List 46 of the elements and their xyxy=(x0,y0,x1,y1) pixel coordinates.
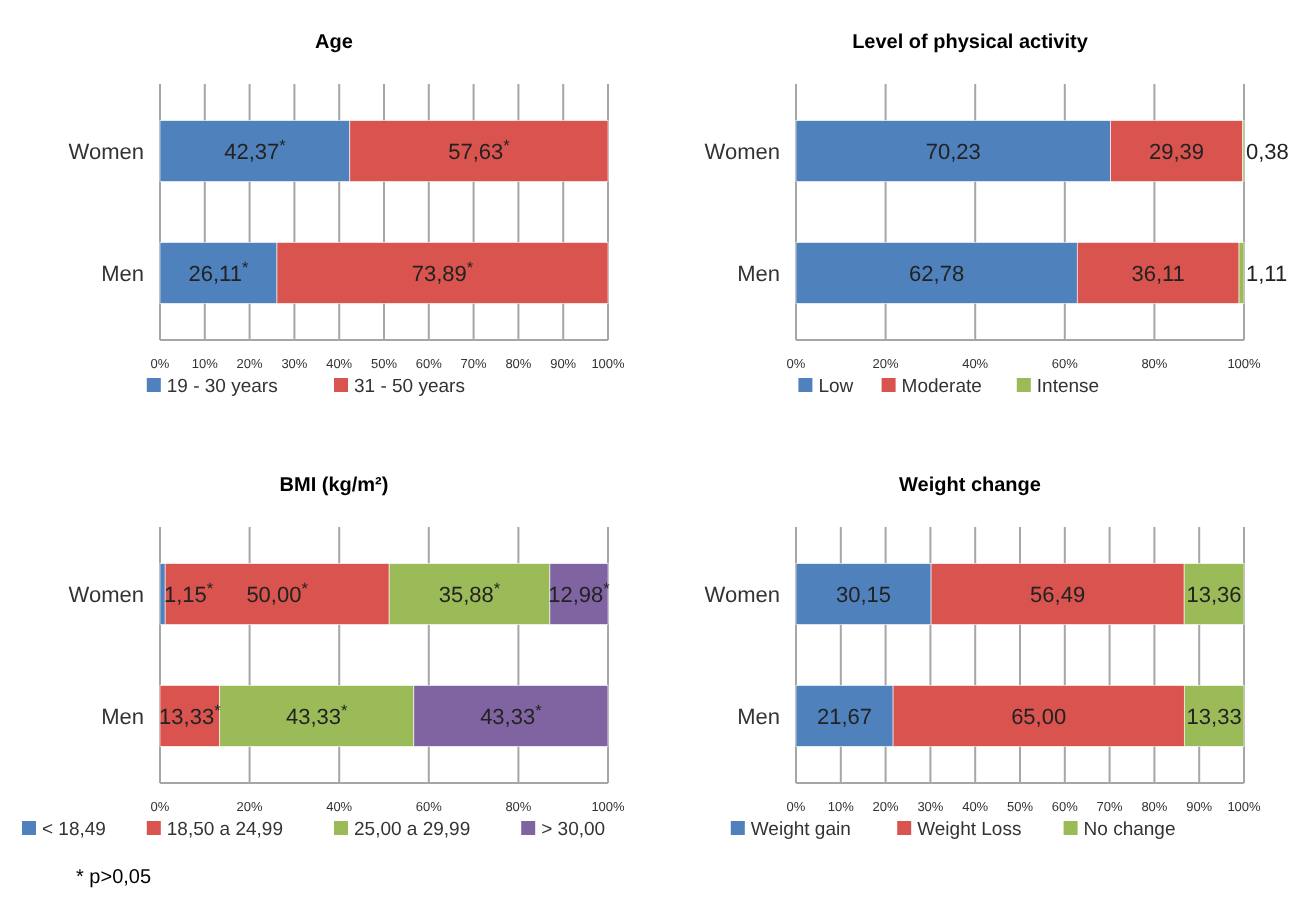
data-label: 42,37$^{*}$ xyxy=(224,136,288,166)
y-tick-label: Men xyxy=(101,705,144,730)
y-tick-label: Women xyxy=(704,584,780,609)
legend-label: < 18,49 xyxy=(42,819,106,841)
data-label: 1,11 xyxy=(1246,262,1288,287)
legend-label: 19 - 30 years xyxy=(166,376,279,398)
data-label: 50,00$^{*}$ xyxy=(246,579,310,609)
legend-label: Low xyxy=(818,376,854,398)
data-label: 57,63$^{*}$ xyxy=(448,136,512,166)
legend-label: Intense xyxy=(1036,376,1100,398)
y-tick-label: Women xyxy=(704,141,780,166)
legend-label: 31 - 50 years xyxy=(354,376,466,398)
data-label: 0,38 xyxy=(1246,141,1289,166)
chart-title: Weight change xyxy=(899,475,1042,497)
text: * p>0,05 xyxy=(76,867,152,889)
chart-title: Age xyxy=(315,32,354,54)
legend-label: 25,00 a 29,99 xyxy=(354,819,471,841)
data-label: 73,89$^{*}$ xyxy=(411,257,475,287)
data-label: 13,33 xyxy=(1186,705,1242,730)
legend-label: > 30,00 xyxy=(541,819,606,841)
data-label: 65,00 xyxy=(1011,705,1067,730)
y-tick-label: Men xyxy=(737,262,780,287)
legend-label: Weight gain xyxy=(750,819,851,841)
data-label: 43,33$^{*}$ xyxy=(286,700,350,730)
y-tick-label: Men xyxy=(101,262,144,287)
y-tick-label: Women xyxy=(68,141,144,166)
chart-title: BMI (kg/m²) xyxy=(279,475,389,497)
data-label: 43,33$^{*}$ xyxy=(480,700,544,730)
data-label: 13,36 xyxy=(1186,584,1242,609)
data-label: 21,67 xyxy=(817,705,873,730)
y-tick-label: Women xyxy=(68,584,144,609)
legend-label: Weight Loss xyxy=(917,819,1022,841)
data-label: 1,15$^{*}$ xyxy=(164,579,215,609)
data-label: 36,11 xyxy=(1131,262,1185,287)
data-label: 56,49 xyxy=(1030,584,1086,609)
data-label: 35,88$^{*}$ xyxy=(438,579,502,609)
y-tick-label: Men xyxy=(737,705,780,730)
data-label: 26,11$^{*}$ xyxy=(188,257,250,287)
data-label: 29,39 xyxy=(1148,141,1204,166)
legend-label: Moderate xyxy=(901,376,982,398)
data-label: 70,23 xyxy=(925,141,981,166)
legend-label: No change xyxy=(1083,819,1176,841)
chart-title: Level of physical activity xyxy=(852,32,1089,54)
data-label: 30,15 xyxy=(836,584,892,609)
legend-label: 18,50 a 24,99 xyxy=(166,819,284,841)
data-label: 62,78 xyxy=(909,262,965,287)
